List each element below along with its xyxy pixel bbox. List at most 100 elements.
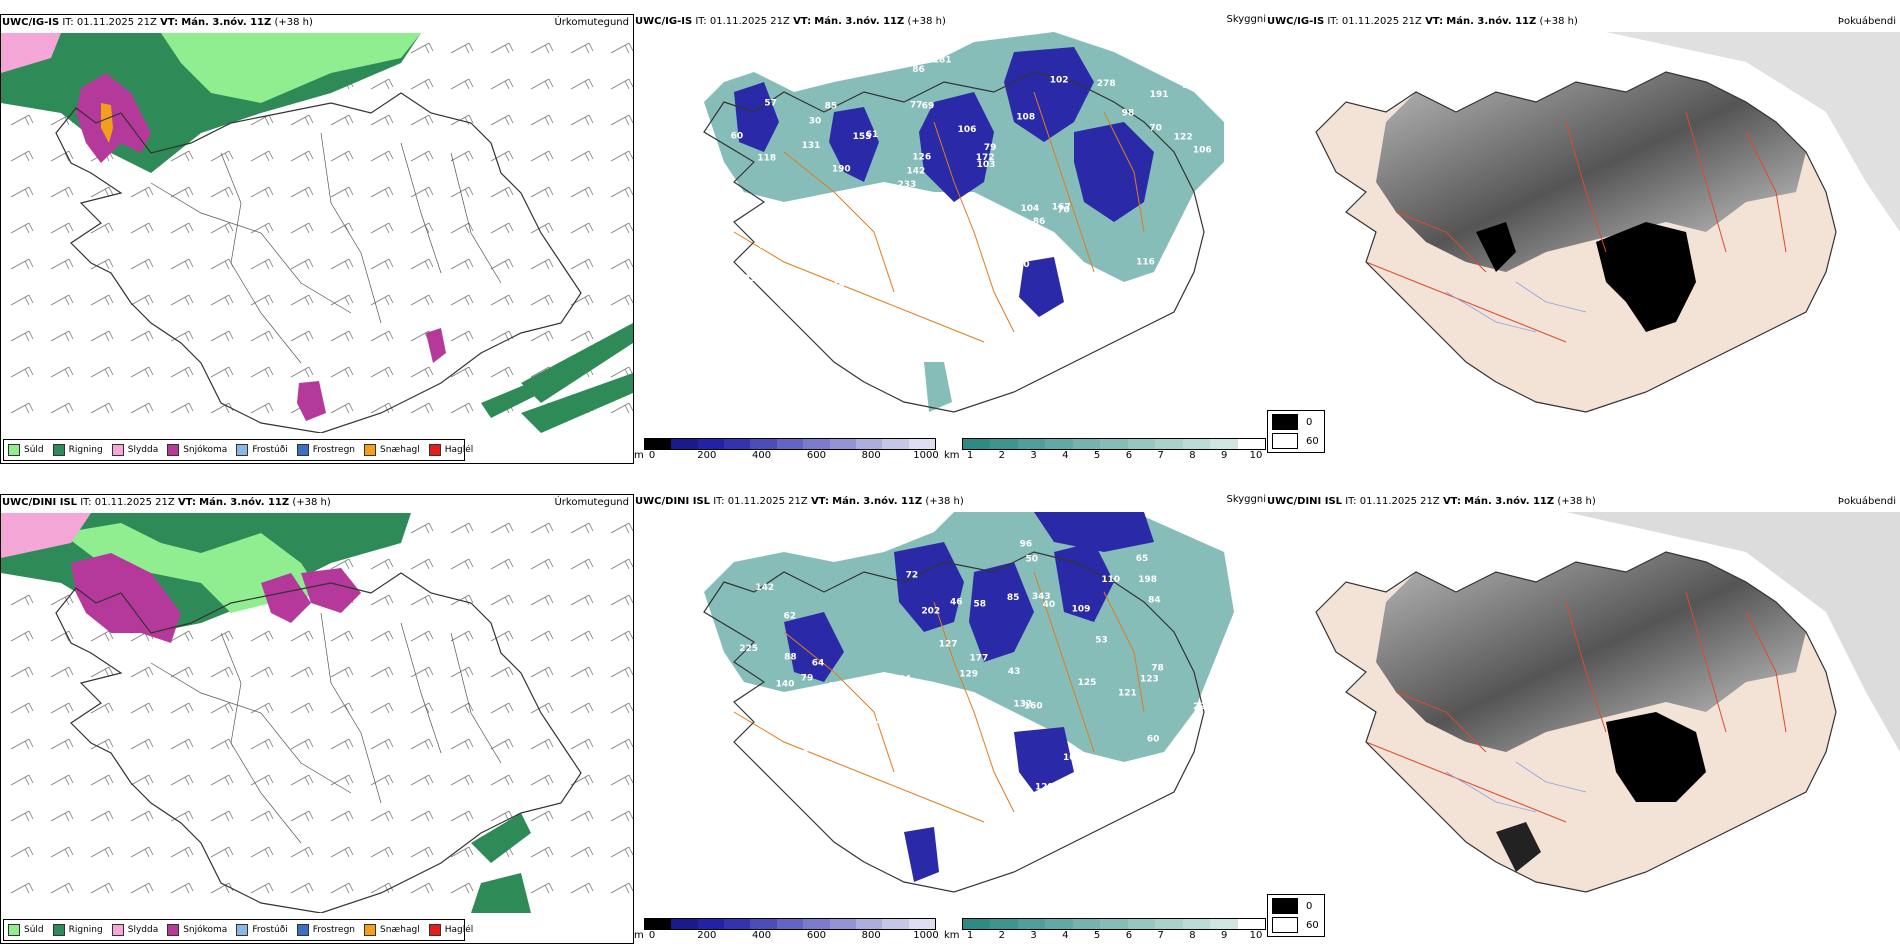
visibility-value-label: 84: [1148, 596, 1161, 606]
wind-barb: [90, 846, 114, 858]
visibility-value-label: 220: [1193, 702, 1212, 712]
model-name: UWC/DINI ISL: [1267, 496, 1343, 507]
wind-barb: [90, 630, 114, 642]
wind-barb: [370, 150, 394, 162]
colorbar-cell: [855, 439, 883, 449]
cloud-cover-key: 0 60: [1267, 894, 1325, 937]
precip-type-panel-row1: UWC/IG-IS IT: 01.11.2025 21Z VT: Mán. 3.…: [0, 14, 634, 464]
visibility-value-label: 78: [1151, 664, 1164, 674]
legend-item: Frostregn: [296, 924, 355, 936]
colorbar-cell: [776, 919, 804, 929]
wind-barb: [130, 774, 154, 786]
cloud-base-colorbar: m 0 200 400 600 800 1000: [634, 438, 939, 464]
wind-barb: [330, 186, 354, 198]
visibility-value-label: 211: [803, 744, 822, 754]
wind-barb: [410, 222, 434, 234]
wind-barb: [250, 294, 274, 306]
wind-barb: [370, 594, 394, 606]
wind-barb: [250, 402, 274, 414]
colorbar-cell: [776, 439, 804, 449]
visibility-value-label: 121: [907, 252, 926, 262]
wind-barb: [290, 330, 314, 342]
wind-barb: [10, 186, 34, 198]
colorbar-cell: [1182, 919, 1211, 929]
colorbar-cell: [1100, 919, 1128, 929]
visibility-value-label: 155: [775, 755, 794, 765]
wind-barb: [10, 738, 34, 750]
wind-barb: [50, 294, 74, 306]
colorbar-cell: [963, 439, 991, 449]
colorbar-tick-label: 1: [966, 930, 974, 941]
lead-time: (+38 h): [274, 17, 313, 28]
visibility-value-label: 111: [1142, 285, 1161, 295]
wind-barb: [410, 558, 434, 570]
wind-barb: [210, 774, 234, 786]
wind-barb: [450, 882, 474, 894]
wind-barb: [490, 150, 514, 162]
wind-barb: [570, 522, 594, 534]
visibility-value-label: 129: [1035, 783, 1054, 793]
wind-barb: [330, 774, 354, 786]
wind-barb: [210, 846, 234, 858]
colorbar-strip: [962, 918, 1266, 930]
legend-item: Slydda: [111, 444, 158, 456]
legend-item: Snjókoma: [167, 444, 227, 456]
visibility-value-label: 44: [899, 675, 912, 685]
lead-time: (+38 h): [1539, 16, 1578, 27]
colorbar-cell: [803, 919, 830, 929]
legend-item: Frostúði: [236, 444, 288, 456]
wind-barb: [610, 594, 633, 606]
visibility-value-label: 123: [738, 274, 757, 284]
visibility-value-label: 129: [959, 670, 978, 680]
precip-legend: Súld Rigning Slydda Snjókoma Frostúði Fr…: [3, 439, 473, 461]
colorbar-cell: [697, 919, 725, 929]
wind-barb: [370, 186, 394, 198]
valid-time: Mán. 3.nóv. 11Z: [1446, 16, 1537, 27]
wind-barb: [10, 774, 34, 786]
visibility-value-label: 97: [915, 261, 928, 271]
wind-barb: [490, 738, 514, 750]
wind-barb: [370, 294, 394, 306]
wind-barb: [130, 402, 154, 414]
init-time: 01.11.2025 21Z: [709, 16, 790, 27]
init-time: 01.11.2025 21Z: [76, 17, 157, 28]
visibility-value-label: 202: [921, 606, 940, 616]
legend-item: Haglél: [428, 444, 473, 456]
visibility-value-label: 169: [953, 250, 972, 260]
visibility-value-label: 10: [780, 302, 793, 312]
wind-barb: [210, 738, 234, 750]
wind-barb: [250, 150, 274, 162]
visibility-value-label: 122: [1174, 132, 1193, 142]
wind-barb: [450, 294, 474, 306]
wind-barb: [610, 258, 633, 270]
wind-barb: [530, 42, 554, 54]
wind-barb: [50, 702, 74, 714]
visibility-value-label: 116: [1136, 258, 1155, 268]
wind-barb: [130, 330, 154, 342]
visibility-value-label: 93: [828, 681, 841, 691]
colorbar-tick-label: 5: [1093, 450, 1101, 461]
legend-item: Snjókoma: [167, 924, 227, 936]
wind-barb: [570, 42, 594, 54]
wind-barb: [490, 594, 514, 606]
wind-barb: [210, 330, 234, 342]
visibility-value-label: 102: [1050, 76, 1069, 86]
wind-barb: [610, 774, 633, 786]
wind-barb: [530, 114, 554, 126]
wind-barb: [290, 258, 314, 270]
wind-barb: [610, 114, 633, 126]
wind-barb: [370, 330, 394, 342]
wind-barb: [450, 666, 474, 678]
visibility-value-label: 117: [781, 289, 800, 299]
wind-barb: [610, 42, 633, 54]
wind-barb: [210, 222, 234, 234]
visibility-value-label: 190: [832, 165, 851, 175]
visibility-value-label: 63: [959, 705, 972, 715]
cloud-cover-key: 0 60: [1267, 410, 1325, 453]
visibility-value-label: 142: [755, 583, 774, 593]
wind-barb: [530, 738, 554, 750]
wind-barb: [370, 222, 394, 234]
wind-barb: [50, 810, 74, 822]
visibility-value-label: 177: [970, 653, 989, 663]
legend-swatch: [428, 924, 441, 936]
